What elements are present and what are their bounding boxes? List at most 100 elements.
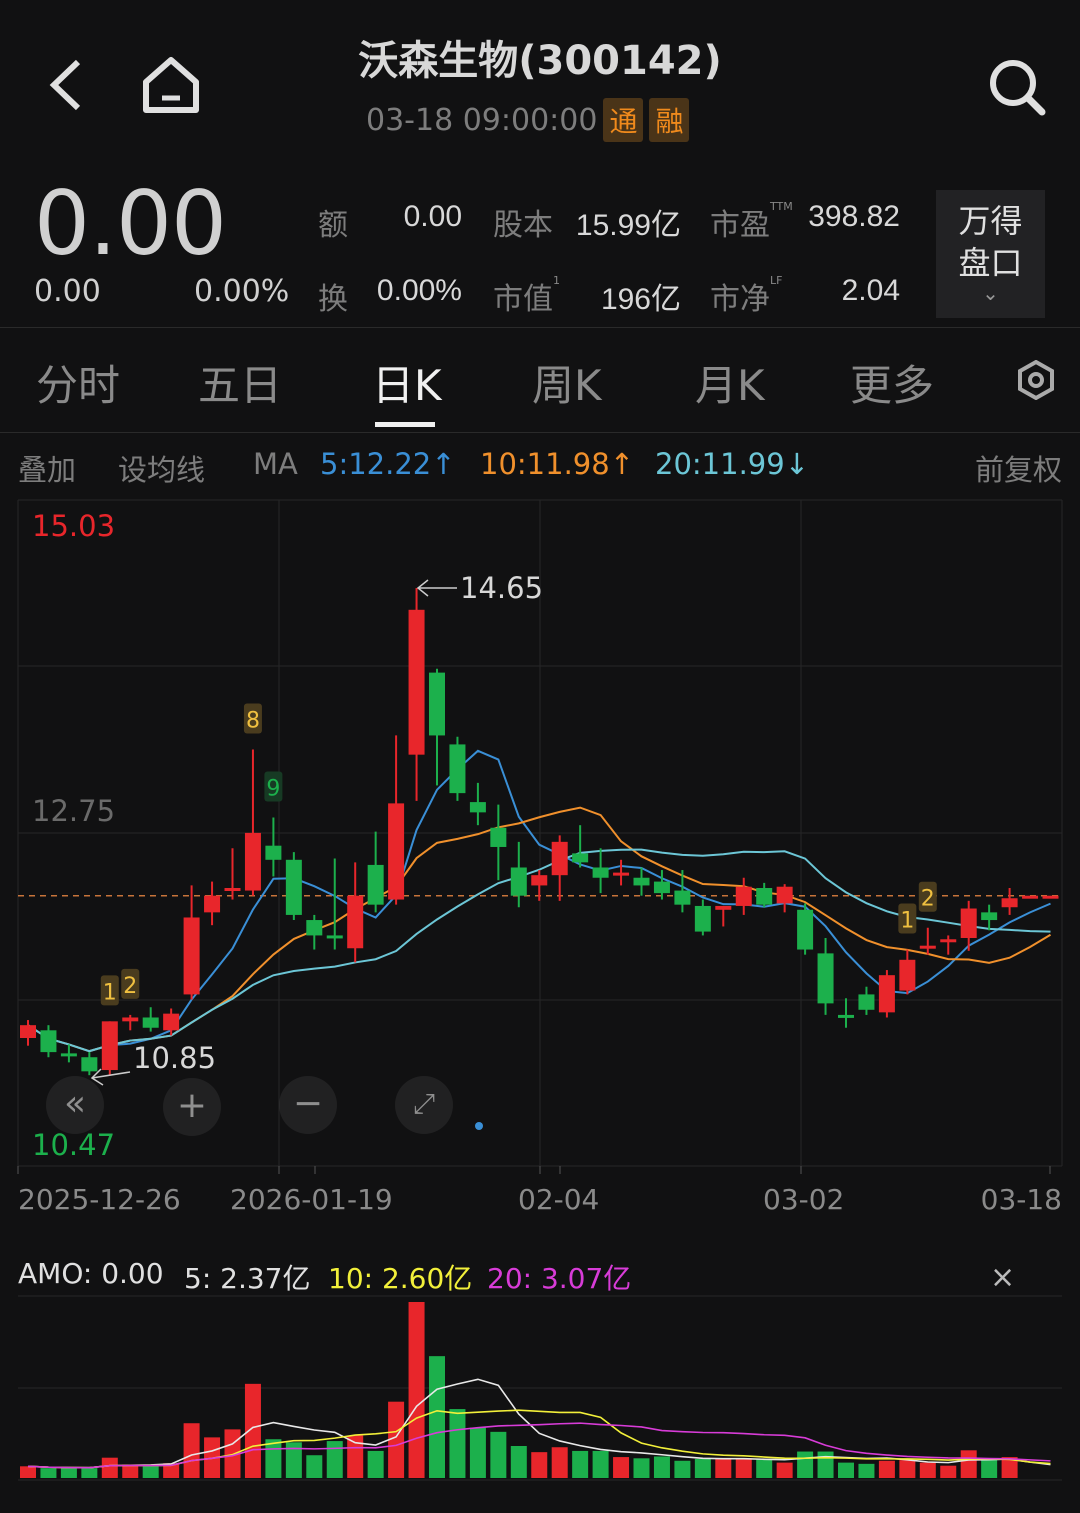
- divider: [0, 432, 1080, 433]
- candle-body: [531, 875, 548, 886]
- candle: [694, 899, 711, 936]
- volume-bar: [633, 1458, 650, 1478]
- candle-body: [633, 877, 650, 886]
- divider: [0, 327, 1080, 328]
- candle-body: [265, 845, 282, 860]
- candle: [20, 1020, 36, 1046]
- candle-body: [183, 917, 200, 995]
- double-chevron-left-icon[interactable]: «: [46, 1076, 104, 1134]
- vol-ma5-value: 5: 2.37亿: [184, 1262, 311, 1295]
- volume-bar: [122, 1464, 139, 1478]
- volume-bar: [960, 1450, 977, 1478]
- vol-ma10-value: 10: 2.60亿: [328, 1262, 473, 1295]
- candle: [347, 862, 364, 963]
- stat-value-pb: 2.04: [841, 274, 900, 307]
- tab-daily-k[interactable]: 日K: [372, 361, 442, 410]
- x-tick-label: 2025-12-26: [18, 1183, 181, 1216]
- candle: [960, 900, 977, 951]
- search-icon[interactable]: [986, 56, 1048, 118]
- candle: [756, 882, 773, 908]
- ma10-value: 10:11.98↑: [480, 447, 634, 481]
- candle: [838, 998, 854, 1028]
- candle: [408, 588, 425, 801]
- candle: [60, 1044, 77, 1063]
- tab-intraday[interactable]: 分时: [36, 361, 121, 410]
- candle: [572, 825, 589, 868]
- back-icon[interactable]: [46, 58, 86, 112]
- ma20-line: [27, 848, 1051, 1053]
- tab-five-day[interactable]: 五日: [198, 361, 283, 410]
- quote-datetime: 03-18 09:00:00: [366, 102, 598, 138]
- price-change: 0.00: [34, 274, 101, 309]
- volume-bar: [244, 1383, 261, 1478]
- ma5-value: 5:12.22↑: [320, 447, 456, 481]
- zoom-out-icon[interactable]: −: [279, 1076, 337, 1134]
- candle: [429, 668, 445, 786]
- stat-label-pb: 市净LF: [710, 274, 782, 318]
- candle-body: [306, 920, 323, 936]
- candle: [1022, 895, 1039, 899]
- signal-marker-label: 2: [123, 974, 137, 999]
- candle: [510, 841, 527, 908]
- high-annotation: 14.65: [460, 571, 543, 605]
- set-ma-button[interactable]: 设均线: [118, 453, 206, 487]
- candle-body: [429, 672, 445, 736]
- candle-body: [572, 853, 589, 863]
- orderbook-label-2: 盘口: [958, 244, 1023, 282]
- stat-label-turnover: 换: [318, 282, 348, 317]
- tab-weekly-k[interactable]: 周K: [532, 361, 602, 410]
- candle-body: [797, 909, 814, 950]
- volume-bar: [919, 1462, 936, 1478]
- candle-body: [469, 802, 486, 813]
- candle-body: [388, 803, 405, 900]
- volume-bar: [715, 1458, 732, 1478]
- volume-bar: [81, 1468, 98, 1478]
- candle-body: [919, 945, 936, 949]
- volume-bar: [735, 1458, 752, 1478]
- overlay-button[interactable]: 叠加: [18, 453, 77, 487]
- candle-body: [756, 888, 773, 905]
- expand-icon[interactable]: ⤢: [395, 1076, 453, 1134]
- candle-body: [101, 1021, 118, 1071]
- candle: [919, 927, 936, 955]
- candle-body: [40, 1030, 57, 1053]
- candle-body: [817, 953, 834, 1004]
- candle: [899, 949, 916, 995]
- candle-body: [244, 832, 261, 891]
- wind-orderbook-button[interactable]: 万得 盘口 ⌄: [936, 190, 1045, 318]
- tab-more[interactable]: 更多: [850, 361, 935, 410]
- candle: [981, 904, 998, 931]
- home-icon[interactable]: [140, 54, 202, 116]
- volume-bar: [531, 1452, 548, 1478]
- volume-bar: [572, 1450, 589, 1478]
- volume-bar: [1001, 1457, 1018, 1478]
- volume-bars: [20, 1302, 1018, 1478]
- volume-bar: [694, 1458, 711, 1478]
- candle-body: [838, 1014, 854, 1018]
- settings-icon[interactable]: [1016, 360, 1056, 400]
- price-label-max: 15.03: [32, 509, 115, 543]
- candle: [1001, 888, 1018, 915]
- x-tick-label: 02-04: [518, 1183, 599, 1216]
- candle-body: [510, 867, 527, 896]
- signal-marker-bg: [264, 771, 283, 802]
- candle: [40, 1025, 57, 1058]
- volume-ma-lines: [27, 1378, 1051, 1469]
- signal-marker-bg: [243, 703, 262, 734]
- candle: [367, 831, 384, 913]
- forward-adjust-button[interactable]: 前复权: [974, 453, 1062, 487]
- candle-body: [408, 609, 425, 755]
- stat-label-shares: 股本: [493, 208, 553, 243]
- candle: [306, 914, 323, 950]
- stat-value-pe: 398.82: [808, 200, 900, 233]
- candle: [797, 903, 814, 955]
- candle-body: [142, 1017, 159, 1028]
- candle: [183, 885, 200, 1000]
- tab-monthly-k[interactable]: 月K: [695, 361, 765, 410]
- close-indicator-icon[interactable]: ×: [990, 1260, 1016, 1295]
- zoom-in-icon[interactable]: +: [163, 1078, 221, 1136]
- stat-label-amount: 额: [318, 208, 348, 243]
- candle-body: [224, 888, 241, 891]
